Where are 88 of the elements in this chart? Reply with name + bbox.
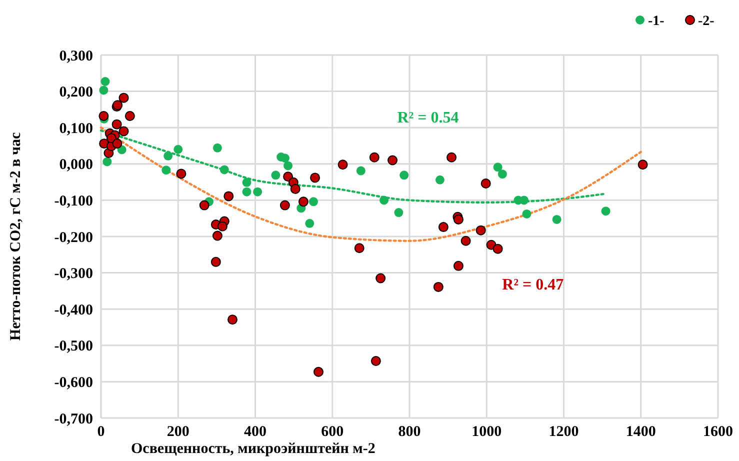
y-axis-title: Нетто-поток СО2, гС м-2 в час — [8, 132, 24, 341]
point — [552, 214, 562, 224]
point — [224, 191, 234, 202]
point — [164, 151, 173, 160]
legend-label: -1- — [648, 14, 665, 29]
point — [453, 214, 464, 224]
point — [493, 162, 502, 172]
point — [305, 218, 314, 228]
y-tick-label: -0,200 — [54, 230, 93, 246]
point — [112, 138, 122, 149]
point — [394, 208, 404, 218]
y-tick-label: -0,100 — [54, 193, 93, 210]
point — [112, 119, 122, 130]
point — [400, 170, 409, 180]
point — [124, 110, 135, 121]
y-tick-label: 0,200 — [59, 84, 93, 101]
point — [290, 184, 300, 194]
point — [102, 157, 112, 166]
legend-label: -2- — [698, 14, 715, 29]
point — [217, 221, 228, 232]
point — [376, 273, 386, 284]
point — [174, 144, 183, 154]
y-tick-label: -0,700 — [54, 411, 93, 428]
x-tick-label: 1400 — [626, 424, 656, 440]
point — [313, 366, 324, 377]
point — [638, 160, 648, 170]
point — [100, 77, 110, 86]
line-series — [100, 126, 642, 242]
y-tick-label: -0,600 — [54, 374, 93, 391]
y-tick-label: -0,500 — [54, 338, 93, 355]
x-tick-label: 1200 — [548, 424, 579, 440]
line-series — [100, 129, 608, 204]
x-tick-label: 1000 — [472, 424, 502, 440]
y-tick-label: -0,400 — [54, 302, 93, 318]
point — [453, 260, 464, 271]
point — [220, 165, 229, 174]
point — [433, 282, 444, 292]
point — [298, 196, 308, 207]
point — [435, 175, 444, 184]
point — [356, 166, 366, 176]
point — [446, 152, 457, 162]
point — [199, 200, 210, 210]
y-tick-label: 0,000 — [59, 157, 93, 174]
point — [476, 225, 486, 236]
point — [283, 172, 294, 182]
point — [438, 222, 448, 232]
point — [271, 170, 280, 180]
point — [601, 206, 610, 216]
annotation: R² = 0.47 — [502, 276, 564, 294]
point — [522, 209, 532, 218]
point — [498, 170, 507, 179]
point — [354, 243, 364, 254]
x-tick-label: 800 — [398, 424, 421, 440]
point — [460, 236, 471, 246]
annotation: R² = 0.54 — [397, 109, 459, 126]
point — [176, 168, 186, 179]
point — [242, 187, 252, 196]
y-tick-label: 0,100 — [59, 120, 93, 137]
point — [388, 155, 398, 166]
point — [118, 126, 129, 136]
x-tick-label: 600 — [321, 424, 344, 440]
point — [212, 230, 222, 241]
point — [99, 86, 108, 95]
point — [370, 356, 381, 366]
point — [228, 314, 238, 325]
point — [380, 196, 389, 205]
point — [338, 160, 348, 170]
x-tick-label: 1600 — [703, 424, 733, 440]
point — [118, 92, 129, 103]
x-tick-label: 0 — [97, 424, 105, 440]
point — [242, 178, 252, 187]
point — [253, 187, 262, 196]
point — [212, 143, 222, 152]
point — [280, 200, 290, 210]
point — [210, 256, 221, 267]
x-tick-label: 200 — [166, 424, 190, 440]
point — [162, 166, 171, 175]
y-tick-label: 0,300 — [59, 48, 93, 64]
point — [492, 244, 503, 254]
point — [480, 178, 491, 188]
point — [310, 172, 320, 183]
point — [284, 161, 293, 170]
point — [98, 110, 109, 121]
x-tick-label: 400 — [244, 424, 266, 440]
point — [308, 197, 318, 206]
y-tick-label: -0,300 — [54, 266, 93, 282]
x-axis-title: Освещенность, микроэйнштейн м-2 — [131, 441, 376, 457]
point — [369, 152, 380, 162]
